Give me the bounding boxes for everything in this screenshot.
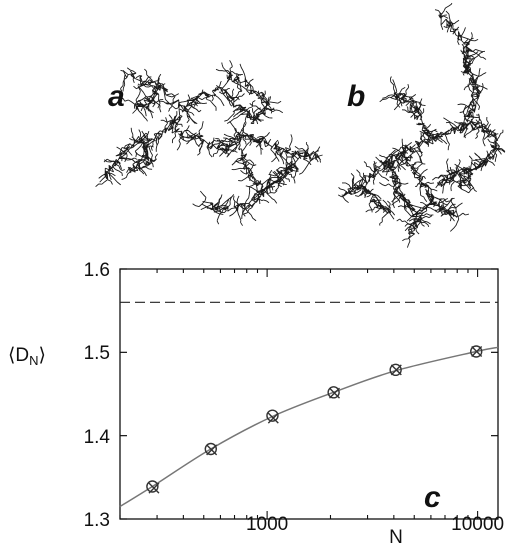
chart-c: 1.3 1.4 1.5 1.6 1000 10000 N ⟨DN⟩ c N — [8, 260, 504, 544]
marker-circle-1 — [204, 442, 217, 456]
cluster-a-path — [192, 135, 278, 226]
cluster-a-image — [95, 60, 323, 226]
panel-b-label: b — [347, 80, 365, 113]
y-axis-ticks — [120, 268, 498, 520]
cluster-b-path — [397, 138, 470, 232]
cluster-b-path — [375, 153, 434, 248]
marker-cross-5 — [471, 346, 483, 357]
cluster-b-path — [434, 2, 488, 139]
x-axis-title-text: N — [389, 527, 403, 544]
panel-c-label: c — [424, 481, 441, 514]
plot-frame — [119, 268, 499, 520]
y-tick-label-1.6: 1.6 — [84, 260, 110, 281]
cluster-b-path — [379, 76, 443, 147]
y-axis-title-main: ⟨D — [8, 345, 29, 366]
marker-circle-0 — [146, 480, 159, 493]
cluster-a-path — [169, 120, 323, 175]
cluster-b-path — [352, 172, 396, 226]
marker-circle-3 — [327, 386, 340, 399]
y-tick-label-1.4: 1.4 — [84, 427, 111, 448]
cluster-a-path — [215, 60, 284, 125]
marker-circle-4 — [389, 363, 402, 377]
x-tick-label-1000: 1000 — [246, 514, 288, 535]
x-tick-label-10000: 10000 — [451, 514, 504, 535]
panel-a-label: a — [108, 80, 125, 113]
cluster-a-path — [121, 130, 158, 180]
cluster-b-path — [432, 158, 478, 194]
marker-circle-5 — [470, 345, 483, 358]
marker-circle-2 — [266, 409, 279, 422]
cluster-a-path — [120, 67, 264, 127]
y-tick-label-1.5: 1.5 — [84, 343, 110, 364]
fit-curve — [119, 346, 499, 508]
cluster-a-path — [119, 81, 164, 122]
y-axis-title-sub: N — [29, 353, 38, 368]
marker-cross-2 — [267, 412, 279, 424]
x-axis-ticks — [119, 269, 479, 519]
cluster-b-path — [445, 111, 506, 194]
cluster-b-image — [337, 2, 506, 248]
marker-cross-1 — [206, 444, 218, 456]
data-markers — [146, 345, 483, 494]
y-tick-label-1.3: 1.3 — [84, 510, 110, 531]
marker-cross-3 — [329, 387, 340, 399]
cluster-a-path — [252, 161, 299, 199]
marker-cross-0 — [148, 482, 160, 494]
marker-cross-4 — [390, 364, 402, 376]
y-axis-title: ⟨DN⟩ — [8, 345, 46, 368]
y-axis-title-close: ⟩ — [39, 345, 46, 366]
